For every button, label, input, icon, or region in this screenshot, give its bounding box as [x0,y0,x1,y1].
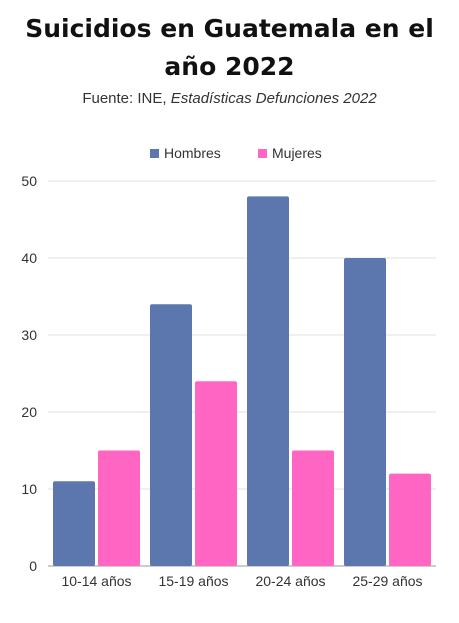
y-tick-label: 20 [21,404,37,420]
chart-legend: Hombres Mujeres [150,145,322,161]
x-tick-label: 10-14 años [61,573,131,589]
x-axis-ticks: 10-14 años 15-19 años 20-24 años 25-29 años [61,573,422,589]
bar-hombres-3 [344,258,386,566]
x-tick-label: 20-24 años [255,573,325,589]
y-tick-label: 10 [21,481,37,497]
bar-mujeres-3 [389,474,431,566]
bar-mujeres-2 [292,451,334,567]
bar-hombres-2 [247,196,289,566]
bar-hombres-0 [53,481,95,566]
legend-label: Hombres [164,145,221,161]
x-tick-label: 25-29 años [352,573,422,589]
bar-mujeres-1 [195,381,237,566]
legend-swatch [150,149,159,158]
y-tick-label: 30 [21,327,37,343]
bar-hombres-1 [150,304,192,566]
y-tick-label: 40 [21,250,37,266]
y-axis-ticks: 0 10 20 30 40 50 [21,173,37,574]
legend-swatch [258,149,267,158]
x-tick-label: 15-19 años [158,573,228,589]
y-tick-label: 50 [21,173,37,189]
legend-label: Mujeres [272,145,322,161]
chart-bars [53,196,431,566]
y-tick-label: 0 [29,558,37,574]
bar-mujeres-0 [98,451,140,567]
